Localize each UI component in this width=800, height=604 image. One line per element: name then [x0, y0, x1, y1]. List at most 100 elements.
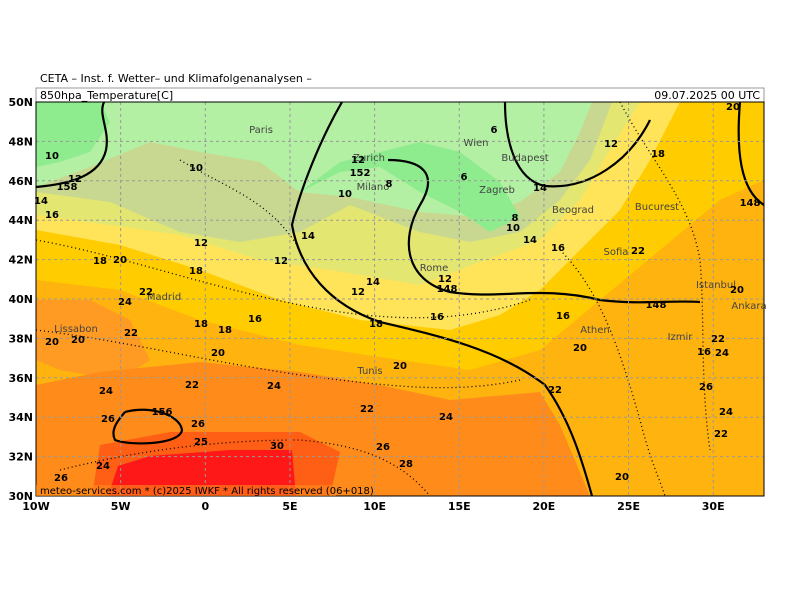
lat-label: 48N — [8, 135, 33, 148]
city-label: Zurich — [353, 153, 385, 164]
contour-label: 20 — [45, 337, 59, 348]
contour-label: 148 — [646, 300, 667, 311]
contour-label: 10 — [506, 223, 520, 234]
city-label: Madrid — [147, 292, 181, 303]
contour-label: 12 — [351, 155, 365, 166]
city-label: Ankara — [731, 301, 766, 312]
contour-label: 20 — [615, 472, 629, 483]
contour-label: 14 — [366, 277, 380, 288]
contour-label: 20 — [730, 285, 744, 296]
contour-label: 20 — [573, 343, 587, 354]
contour-label: 16 — [45, 210, 59, 221]
contour-label: 26 — [191, 419, 205, 430]
lon-label: 10W — [22, 500, 49, 513]
contour-label: 24 — [267, 381, 281, 392]
contour-label: 6 — [491, 125, 498, 136]
lat-label: 36N — [8, 372, 33, 385]
lon-label: 10E — [363, 500, 386, 513]
contour-label: 10 — [189, 163, 203, 174]
contour-label: 20 — [393, 361, 407, 372]
contour-label: 16 — [551, 243, 565, 254]
institute: CETA – Inst. f. Wetter– und Klimafolgena… — [40, 72, 312, 85]
lon-label: 30E — [702, 500, 725, 513]
city-label: Tunis — [356, 366, 382, 377]
city-label: Rome — [420, 263, 449, 274]
contour-label: 26 — [101, 414, 115, 425]
contour-label: 22 — [360, 404, 374, 415]
contour-label: 18 — [651, 149, 665, 160]
contour-label: 10 — [45, 151, 59, 162]
city-label: Bucurest — [635, 202, 679, 213]
contour-label: 22 — [711, 334, 725, 345]
contour-label: 12 — [604, 139, 618, 150]
footer-bg — [36, 485, 336, 496]
city-label: Athen — [580, 325, 609, 336]
lat-label: 44N — [8, 214, 33, 227]
lon-label: 25E — [617, 500, 640, 513]
contour-label: 22 — [124, 328, 138, 339]
contour-label: 12 — [68, 174, 82, 185]
contour-label: 12 — [438, 274, 452, 285]
copyright: meteo-services.com * (c)2025 IWKF * All … — [40, 486, 374, 497]
contour-label: 26 — [699, 382, 713, 393]
lat-label: 42N — [8, 254, 33, 267]
contour-label: 18 — [194, 319, 208, 330]
contour-label: 14 — [523, 235, 537, 246]
contour-label: 24 — [719, 407, 733, 418]
lat-label: 38N — [8, 332, 33, 345]
contour-label: 18 — [218, 325, 232, 336]
contour-label: 16 — [248, 314, 262, 325]
contour-label: 24 — [439, 412, 453, 423]
contour-label: 12 — [274, 256, 288, 267]
lat-label: 40N — [8, 293, 33, 306]
contour-label: 148 — [437, 284, 458, 295]
contour-label: 8 — [386, 179, 393, 190]
city-label: Izmir — [668, 332, 694, 343]
city-label: Lissabon — [54, 324, 98, 335]
lat-label: 46N — [8, 175, 33, 188]
contour-label: 22 — [631, 246, 645, 257]
city-label: Beograd — [552, 205, 594, 216]
lat-label: 50N — [8, 96, 33, 109]
city-label: Milano — [357, 182, 390, 193]
map-frame — [35, 101, 765, 497]
contour-label: 6 — [461, 172, 468, 183]
city-label: Budapest — [501, 153, 548, 164]
lat-label: 32N — [8, 451, 33, 464]
lon-label: 15E — [448, 500, 471, 513]
contour-label: 24 — [99, 386, 113, 397]
contour-label: 18 — [93, 256, 107, 267]
contour-label: 20 — [211, 348, 225, 359]
field-name: 850hpa_Temperature[C] — [40, 89, 173, 102]
contour-label: 22 — [185, 380, 199, 391]
contour-label: 24 — [96, 461, 110, 472]
contour-label: 24 — [715, 348, 729, 359]
contour-label: 156 — [152, 407, 173, 418]
contour-label: 28 — [399, 459, 413, 470]
contour-label: 148 — [740, 198, 761, 209]
graticule — [36, 102, 764, 496]
valid-time: 09.07.2025 00 UTC — [654, 89, 760, 102]
lat-label: 30N — [8, 490, 33, 503]
city-label: Wien — [464, 138, 489, 149]
contour-label: 16 — [556, 311, 570, 322]
contour-label: 10 — [338, 189, 352, 200]
city-label: Zagreb — [479, 185, 515, 196]
lon-label: 5W — [111, 500, 131, 513]
lat-label: 34N — [8, 411, 33, 424]
lon-label: 5E — [282, 500, 297, 513]
contour-label: 16 — [430, 312, 444, 323]
contour-label: 12 — [194, 238, 208, 249]
city-label: Paris — [249, 125, 273, 136]
contour-label: 26 — [376, 442, 390, 453]
contour-label: 152 — [350, 168, 371, 179]
lon-label: 0 — [201, 500, 209, 513]
contour-label: 14 — [301, 231, 315, 242]
contour-label: 30 — [270, 441, 284, 452]
contour-label: 22 — [548, 385, 562, 396]
contour-label: 20 — [71, 335, 85, 346]
contour-label: 22 — [714, 429, 728, 440]
contour-label: 24 — [118, 297, 132, 308]
contour-label: 18 — [369, 319, 383, 330]
